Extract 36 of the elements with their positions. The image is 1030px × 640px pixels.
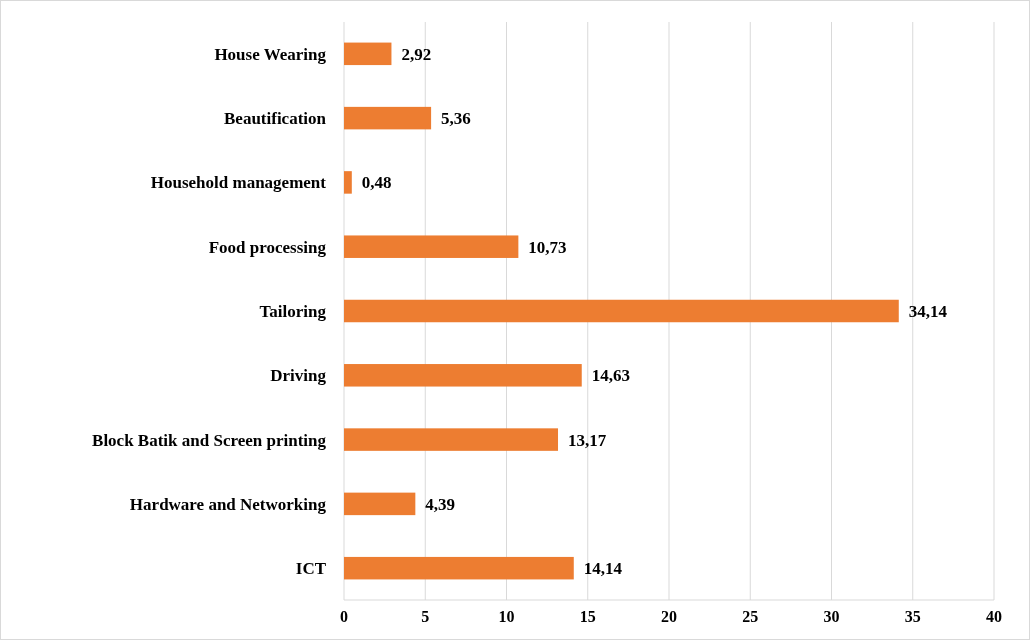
y-tick-label: Driving [270, 366, 327, 386]
bar [344, 428, 559, 451]
x-tick-label: 40 [986, 608, 1002, 625]
y-tick-label: Block Batik and Screen printing [92, 430, 327, 450]
data-label: 34,14 [908, 301, 948, 321]
y-tick-label: Beautification [224, 109, 327, 129]
bar [344, 556, 574, 580]
y-tick-label: ICT [295, 559, 327, 579]
bar [344, 364, 582, 387]
x-tick-label: 30 [823, 608, 840, 625]
data-label: 13,17 [568, 430, 607, 450]
data-label: 2,92 [401, 44, 432, 64]
data-label: 14,63 [591, 366, 630, 386]
y-tick-label: Household management [150, 173, 327, 193]
data-label: 0,48 [361, 173, 392, 193]
bar [344, 171, 352, 194]
bar [344, 299, 899, 323]
y-tick-label: Food processing [208, 237, 327, 257]
data-label: 14,14 [583, 559, 623, 579]
data-label: 5,36 [441, 109, 471, 129]
y-tick-label: Tailoring [259, 301, 327, 321]
bar [344, 235, 519, 258]
x-tick-label: 25 [742, 608, 759, 625]
y-tick-label: Hardware and Networking [129, 494, 327, 514]
y-tick-label: House Wearing [214, 44, 327, 64]
bar [344, 106, 432, 130]
x-tick-label: 15 [579, 608, 596, 625]
x-tick-label: 0 [340, 608, 348, 625]
x-tick-label: 20 [661, 608, 677, 625]
x-tick-label: 5 [421, 608, 430, 625]
data-label: 10,73 [528, 237, 567, 257]
bar [344, 492, 416, 516]
x-tick-label: 35 [904, 608, 921, 625]
data-label: 4,39 [425, 494, 456, 514]
bar [344, 42, 392, 66]
x-tick-label: 10 [498, 608, 515, 625]
